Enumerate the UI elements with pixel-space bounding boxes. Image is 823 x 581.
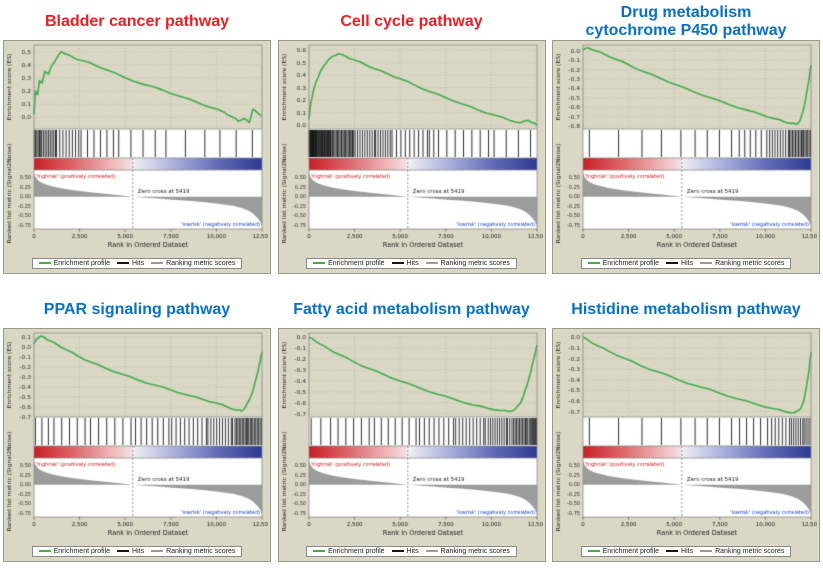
gsea-plot-canvas [278, 41, 543, 253]
plot-frame: Enrichment profile Hits Ranking metric s… [3, 328, 271, 562]
legend: Enrichment profile Hits Ranking metric s… [279, 253, 545, 273]
legend-label: Ranking metric scores [166, 259, 236, 267]
legend-item: Ranking metric scores [151, 260, 235, 267]
legend-item: Enrichment profile [587, 547, 660, 555]
chart-card: PPAR signaling pathway Enrichment profil… [3, 292, 271, 578]
legend-label: Hits [406, 547, 419, 555]
legend-label: Ranking metric scores [715, 259, 785, 267]
enrichment-profile-line-icon [38, 550, 51, 552]
legend-item: Ranking metric scores [425, 547, 510, 555]
chart-card: Fatty acid metabolism pathway Enrichment… [277, 292, 546, 578]
gsea-plot-canvas [4, 41, 268, 253]
legend-item: Enrichment profile [587, 259, 660, 267]
legend-label: Hits [681, 259, 694, 267]
chart-title: Bladder cancer pathway [44, 13, 230, 30]
legend-label: Enrichment profile [602, 547, 660, 555]
legend-item: Hits [666, 548, 693, 555]
legend-item: Hits [391, 259, 419, 267]
ranking-metric-line-icon [700, 550, 713, 552]
chart-title: Drug metabolism cytochrome P450 pathway [585, 4, 787, 39]
legend-item: Hits [117, 548, 144, 555]
plot-frame: Enrichment profile Hits Ranking metric s… [277, 40, 546, 274]
legend-label: Hits [132, 547, 145, 555]
hits-line-icon [666, 262, 679, 264]
legend-label: Enrichment profile [53, 259, 111, 267]
enrichment-profile-line-icon [587, 262, 600, 264]
chart-card: Bladder cancer pathway Enrichment profil… [3, 4, 271, 290]
legend-item: Hits [117, 260, 144, 267]
legend-item: Enrichment profile [38, 547, 111, 555]
plot-frame: Enrichment profile Hits Ranking metric s… [3, 40, 271, 274]
legend-label: Enrichment profile [328, 259, 385, 267]
gsea-plot-canvas [4, 329, 268, 541]
legend-item: Ranking metric scores [700, 548, 784, 555]
ranking-metric-line-icon [425, 262, 438, 264]
chart-title: Fatty acid metabolism pathway [293, 301, 530, 318]
plot-frame: Enrichment profile Hits Ranking metric s… [552, 328, 820, 562]
chart-title: Histidine metabolism pathway [571, 301, 801, 318]
legend: Enrichment profile Hits Ranking metric s… [553, 253, 819, 273]
legend: Enrichment profile Hits Ranking metric s… [4, 253, 270, 273]
enrichment-profile-line-icon [313, 262, 326, 264]
legend-label: Ranking metric scores [166, 547, 236, 555]
chart-title: Cell cycle pathway [340, 13, 483, 30]
legend-label: Enrichment profile [53, 547, 111, 555]
chart-card: Histidine metabolism pathway Enrichment … [552, 292, 820, 578]
legend-label: Enrichment profile [602, 259, 660, 267]
legend-item: Ranking metric scores [425, 259, 510, 267]
legend-label: Enrichment profile [328, 547, 385, 555]
enrichment-profile-line-icon [38, 262, 51, 264]
legend-box: Enrichment profile Hits Ranking metric s… [31, 545, 243, 557]
legend-box: Enrichment profile Hits Ranking metric s… [31, 257, 243, 269]
legend-label: Hits [406, 259, 419, 267]
legend-box: Enrichment profile Hits Ranking metric s… [580, 257, 792, 269]
legend-label: Ranking metric scores [715, 547, 785, 555]
hits-line-icon [391, 550, 404, 552]
legend-label: Ranking metric scores [440, 547, 510, 555]
legend-item: Enrichment profile [38, 259, 111, 267]
legend-box: Enrichment profile Hits Ranking metric s… [306, 257, 517, 269]
plot-frame: Enrichment profile Hits Ranking metric s… [277, 328, 546, 562]
legend-item: Hits [666, 260, 693, 267]
enrichment-profile-line-icon [587, 550, 600, 552]
hits-line-icon [391, 262, 404, 264]
legend: Enrichment profile Hits Ranking metric s… [553, 541, 819, 561]
chart-title: PPAR signaling pathway [43, 301, 231, 318]
gsea-plot-canvas [553, 41, 817, 253]
gsea-plot-canvas [278, 329, 543, 541]
hits-line-icon [117, 550, 130, 552]
ranking-metric-line-icon [151, 262, 164, 264]
legend-label: Hits [681, 547, 694, 555]
ranking-metric-line-icon [151, 550, 164, 552]
gsea-plot-canvas [553, 329, 817, 541]
legend: Enrichment profile Hits Ranking metric s… [279, 541, 545, 561]
legend-label: Ranking metric scores [440, 259, 510, 267]
hits-line-icon [666, 550, 679, 552]
legend-item: Ranking metric scores [151, 548, 235, 555]
legend-box: Enrichment profile Hits Ranking metric s… [580, 545, 792, 557]
ranking-metric-line-icon [425, 550, 438, 552]
chart-card: Cell cycle pathway Enrichment profile Hi… [277, 4, 546, 290]
legend-item: Enrichment profile [313, 259, 385, 267]
ranking-metric-line-icon [700, 262, 713, 264]
legend-item: Ranking metric scores [700, 260, 784, 267]
legend-item: Enrichment profile [313, 547, 385, 555]
plot-frame: Enrichment profile Hits Ranking metric s… [552, 40, 820, 274]
chart-card: Drug metabolism cytochrome P450 pathway … [552, 4, 820, 290]
legend-label: Hits [132, 259, 145, 267]
legend-item: Hits [391, 547, 419, 555]
legend: Enrichment profile Hits Ranking metric s… [4, 541, 270, 561]
enrichment-profile-line-icon [313, 550, 326, 552]
hits-line-icon [117, 262, 130, 264]
legend-box: Enrichment profile Hits Ranking metric s… [306, 545, 517, 557]
